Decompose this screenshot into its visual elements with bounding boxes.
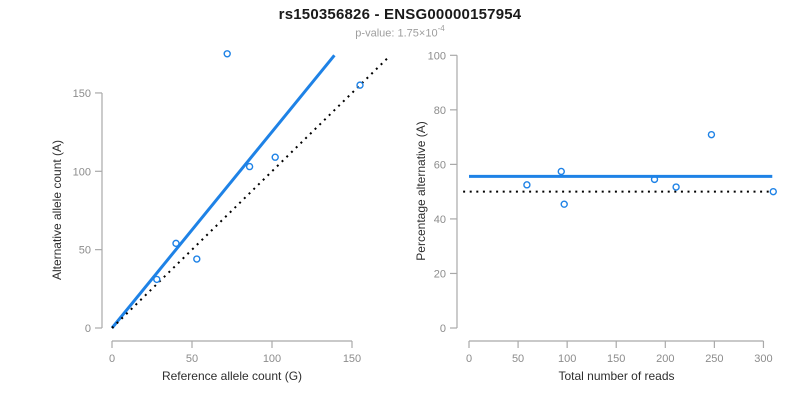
right-chart-yaxis-title: Percentage alternative (A) <box>414 121 428 261</box>
x-tick-label: 50 <box>512 353 524 365</box>
x-tick-label: 200 <box>656 353 674 365</box>
data-point <box>172 239 180 248</box>
data-point <box>223 50 231 58</box>
x-tick-label: 0 <box>466 353 472 365</box>
y-tick-label: 50 <box>79 245 91 257</box>
data-point <box>193 255 201 263</box>
data-point <box>707 130 716 139</box>
p-value-subtitle: p-value: 1.75×10-4 <box>0 24 800 40</box>
pct-vs-total-reads-chart: 0 50 100 150 200 250 300 0 20 40 60 80 100 <box>428 50 777 365</box>
x-tick-label: 100 <box>263 353 281 365</box>
y-tick-label: 0 <box>440 323 446 335</box>
figure-title: rs150356826 - ENSG00000157954 <box>278 6 522 23</box>
x-tick-label: 100 <box>558 353 576 365</box>
x-tick-label: 150 <box>343 353 361 365</box>
fitted-proportion-line <box>110 54 336 329</box>
right-chart-xaxis-title: Total number of reads <box>558 369 675 383</box>
y-tick-label: 150 <box>73 88 91 100</box>
p-value-text: p-value: 1.75×10 <box>355 27 438 40</box>
y-tick-label: 80 <box>434 105 446 117</box>
data-point <box>560 200 568 208</box>
y-tick-label: 40 <box>434 214 446 226</box>
y-tick-label: 20 <box>434 268 446 280</box>
x-tick-label: 300 <box>754 353 772 365</box>
data-point <box>650 175 659 184</box>
left-chart-xaxis-title: Reference allele count (G) <box>161 369 303 383</box>
data-point <box>557 167 565 176</box>
left-chart-yaxis-title: Alternative allele count (A) <box>50 139 64 281</box>
identity-line <box>111 57 388 329</box>
p-value-exponent: -4 <box>437 24 445 33</box>
data-point <box>153 275 161 284</box>
x-tick-label: 250 <box>705 353 723 365</box>
x-tick-label: 150 <box>607 353 625 365</box>
data-point <box>769 187 777 196</box>
y-tick-label: 100 <box>428 50 446 62</box>
data-point <box>672 183 680 191</box>
ref-vs-alt-count-chart: 0 50 100 150 0 50 100 150 <box>73 50 388 365</box>
data-point <box>356 81 364 89</box>
data-point <box>271 153 279 161</box>
y-tick-label: 0 <box>85 323 91 335</box>
data-point <box>523 181 531 189</box>
y-tick-label: 100 <box>73 166 91 178</box>
x-tick-label: 50 <box>186 353 198 365</box>
data-point <box>245 162 254 171</box>
x-tick-label: 0 <box>109 353 115 365</box>
y-tick-label: 60 <box>434 159 446 171</box>
